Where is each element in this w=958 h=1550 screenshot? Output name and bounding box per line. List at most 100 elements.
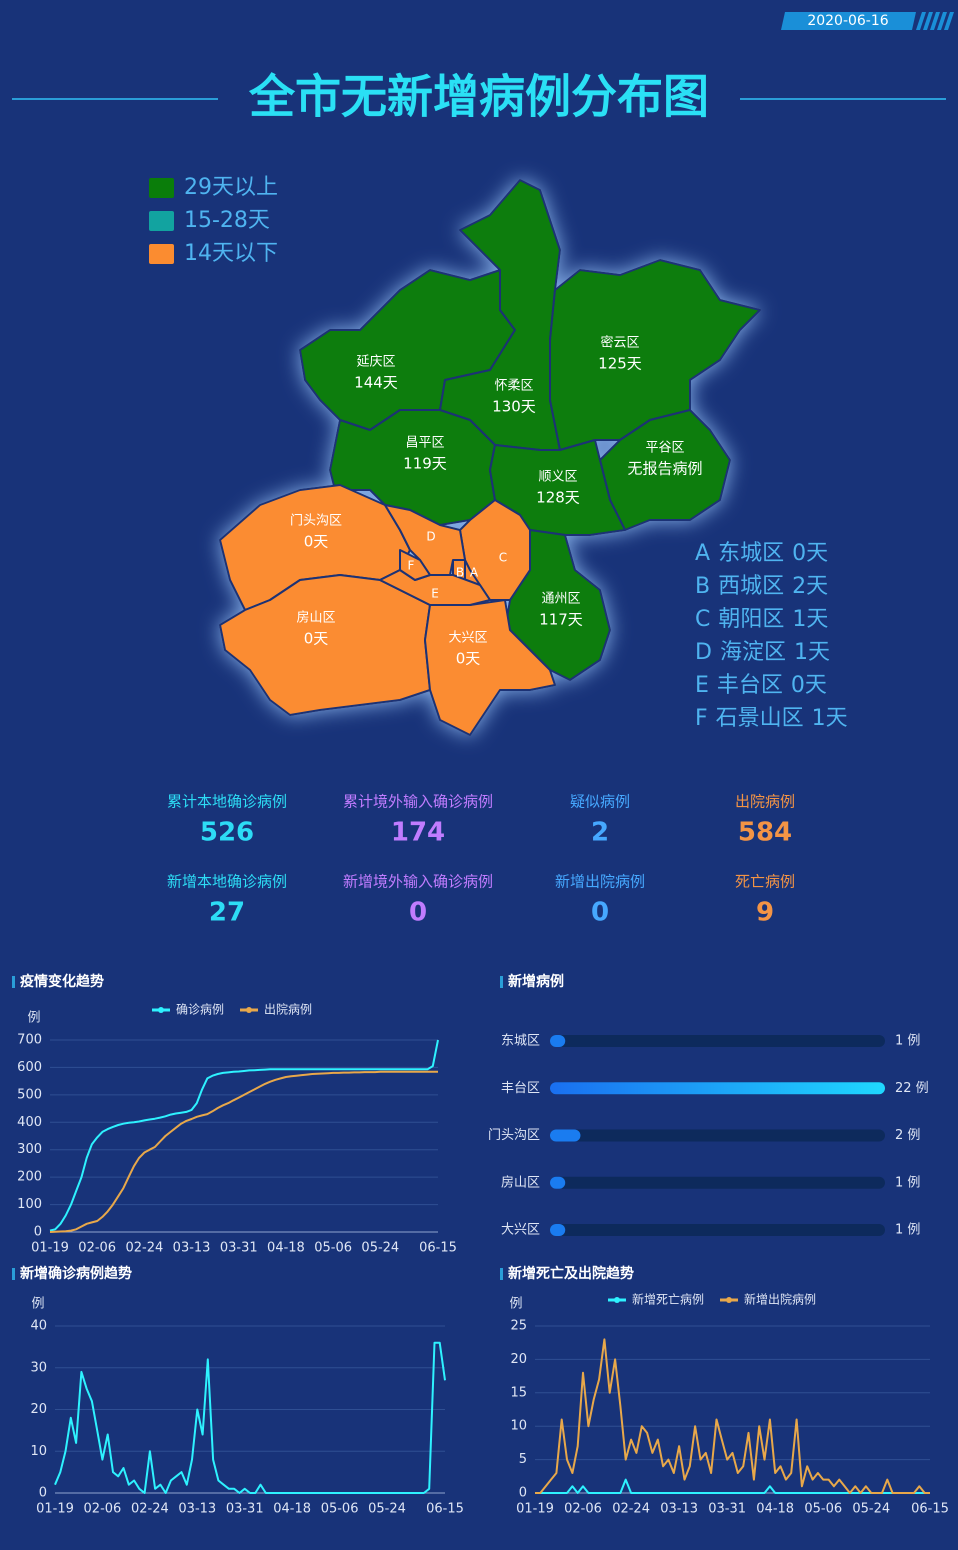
series-line	[49, 1039, 439, 1232]
y-axis-unit: 例	[31, 1297, 44, 1312]
x-tick-label: 05-24	[852, 1502, 890, 1517]
legend-label: 新增出院病例	[744, 1292, 816, 1307]
y-tick-label: 0	[34, 1225, 42, 1240]
x-tick-label: 06-15	[419, 1241, 457, 1256]
stat-value: 2	[591, 818, 609, 848]
value-label: 22 例	[895, 1081, 929, 1096]
key-letter: B	[695, 574, 710, 599]
key-name: 石景山区	[716, 706, 804, 731]
district-name: 平谷区	[645, 441, 684, 456]
legend-label: 14天以下	[184, 241, 278, 266]
legend-swatch	[149, 178, 174, 198]
x-tick-label: 06-15	[426, 1502, 464, 1517]
chart-title: 新增死亡及出院趋势	[508, 1265, 634, 1282]
value-label: 2 例	[895, 1128, 920, 1143]
district-days: 0天	[456, 650, 481, 668]
y-tick-label: 600	[17, 1060, 42, 1075]
x-tick-label: 05-06	[314, 1241, 352, 1256]
y-tick-label: 400	[17, 1115, 42, 1130]
bar	[550, 1082, 885, 1095]
stat-value: 0	[409, 898, 427, 928]
x-tick-label: 02-24	[125, 1241, 163, 1256]
x-tick-label: 02-24	[131, 1502, 169, 1517]
stat-value: 584	[738, 818, 792, 848]
key-letter: A	[695, 541, 710, 566]
x-tick-label: 03-31	[226, 1502, 264, 1517]
series-line	[54, 1341, 446, 1494]
x-tick-label: 01-19	[516, 1502, 554, 1517]
key-name: 丰台区	[717, 673, 783, 698]
x-tick-label: 02-24	[612, 1502, 650, 1517]
district	[424, 599, 556, 736]
key-days: 0天	[792, 541, 828, 566]
district-days: 144天	[354, 374, 398, 392]
y-tick-label: 40	[30, 1319, 47, 1334]
district-days: 130天	[492, 398, 536, 416]
district-days: 119天	[403, 455, 447, 473]
y-tick-label: 15	[510, 1385, 527, 1400]
x-tick-label: 03-31	[220, 1241, 258, 1256]
key-days: 2天	[792, 574, 828, 599]
bar-track	[550, 1035, 885, 1047]
legend-swatch	[149, 211, 174, 231]
key-item: B 西城区 2天	[695, 574, 828, 599]
legend-swatch	[149, 244, 174, 264]
legend-icon-dot	[614, 1297, 620, 1303]
stat-value: 526	[200, 818, 254, 848]
key-days: 1天	[794, 640, 830, 665]
x-tick-label: 04-18	[756, 1502, 794, 1517]
key-name: 朝阳区	[718, 607, 784, 632]
stat-label: 死亡病例	[735, 873, 795, 891]
legend-label: 确诊病例	[176, 1002, 224, 1017]
x-tick-label: 03-13	[173, 1241, 211, 1256]
y-axis-unit: 例	[509, 1297, 522, 1312]
chart-title: 新增病例	[508, 973, 564, 990]
bar-track	[550, 1224, 885, 1236]
y-tick-label: 20	[510, 1352, 527, 1367]
category-label: 大兴区	[501, 1223, 540, 1238]
x-tick-label: 01-19	[36, 1502, 74, 1517]
bar-track	[550, 1129, 885, 1142]
legend-icon-dot	[158, 1007, 164, 1013]
x-tick-label: 02-06	[84, 1502, 122, 1517]
district	[459, 499, 531, 601]
legend-label: 29天以上	[184, 175, 278, 200]
key-letter: E	[695, 673, 709, 698]
district-name: 门头沟区	[290, 514, 342, 529]
district	[384, 504, 466, 576]
key-item: E 丰台区 0天	[695, 673, 827, 698]
district-name: 密云区	[600, 335, 639, 351]
bar	[550, 1129, 581, 1142]
district-days: 无报告病例	[627, 460, 702, 478]
stat-label: 新增境外输入确诊病例	[343, 873, 493, 891]
key-days: 1天	[792, 607, 828, 632]
series-line	[49, 1070, 438, 1233]
y-tick-label: 10	[510, 1419, 527, 1434]
district-name: 延庆区	[356, 355, 395, 370]
key-item: A 东城区 0天	[695, 541, 828, 566]
district-days: 0天	[304, 533, 329, 551]
district-days: 117天	[539, 611, 583, 629]
section-marker	[500, 1268, 503, 1280]
y-tick-label: 5	[519, 1452, 527, 1467]
category-label: 房山区	[501, 1174, 540, 1190]
y-tick-label: 0	[39, 1486, 47, 1501]
x-tick-label: 05-06	[321, 1502, 359, 1517]
x-tick-label: 06-15	[911, 1502, 949, 1517]
x-tick-label: 01-19	[31, 1241, 69, 1256]
section-marker	[12, 1268, 15, 1280]
district-letter: B	[456, 566, 464, 580]
district-letter: D	[426, 530, 435, 544]
x-tick-label: 03-13	[660, 1502, 698, 1517]
key-item: C 朝阳区 1天	[695, 607, 828, 632]
y-tick-label: 300	[17, 1142, 42, 1157]
date: 2020-06-16	[807, 13, 888, 29]
y-tick-label: 100	[17, 1197, 42, 1212]
key-letter: D	[695, 640, 712, 665]
district-name: 昌平区	[405, 436, 444, 451]
value-label: 1 例	[895, 1034, 920, 1049]
stat-label: 累计本地确诊病例	[167, 793, 287, 811]
stat-value: 27	[209, 898, 245, 928]
legend-label: 15-28天	[184, 208, 270, 233]
value-label: 1 例	[895, 1223, 920, 1238]
